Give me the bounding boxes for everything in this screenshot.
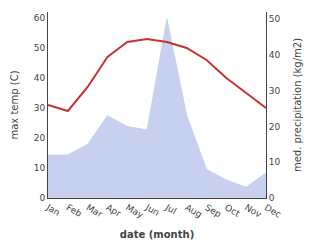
svg-text:10: 10 <box>269 157 281 167</box>
svg-text:50: 50 <box>269 14 281 24</box>
svg-text:0: 0 <box>39 193 45 203</box>
svg-text:Jun: Jun <box>143 202 161 218</box>
svg-text:40: 40 <box>34 73 46 83</box>
svg-text:med. precipitation (kg/m2): med. precipitation (kg/m2) <box>292 38 303 172</box>
svg-text:50: 50 <box>34 43 46 53</box>
svg-text:Feb: Feb <box>65 202 84 219</box>
svg-text:Dec: Dec <box>263 202 283 219</box>
svg-text:30: 30 <box>269 86 281 96</box>
svg-text:60: 60 <box>34 13 46 23</box>
svg-text:May: May <box>124 202 146 220</box>
svg-text:Oct: Oct <box>223 202 242 219</box>
svg-text:0: 0 <box>269 193 275 203</box>
svg-text:Nov: Nov <box>243 202 264 220</box>
svg-text:10: 10 <box>34 163 46 173</box>
svg-text:date (month): date (month) <box>120 229 194 240</box>
svg-text:40: 40 <box>269 50 281 60</box>
svg-text:Mar: Mar <box>84 202 104 219</box>
svg-text:30: 30 <box>34 103 46 113</box>
svg-text:20: 20 <box>34 133 46 143</box>
svg-text:Aug: Aug <box>183 202 203 219</box>
svg-text:Jul: Jul <box>163 202 178 217</box>
svg-text:Sep: Sep <box>203 202 223 219</box>
svg-text:max temp (C): max temp (C) <box>9 70 20 139</box>
svg-text:20: 20 <box>269 122 281 132</box>
svg-text:Jan: Jan <box>44 202 62 218</box>
svg-text:Apr: Apr <box>104 202 123 219</box>
